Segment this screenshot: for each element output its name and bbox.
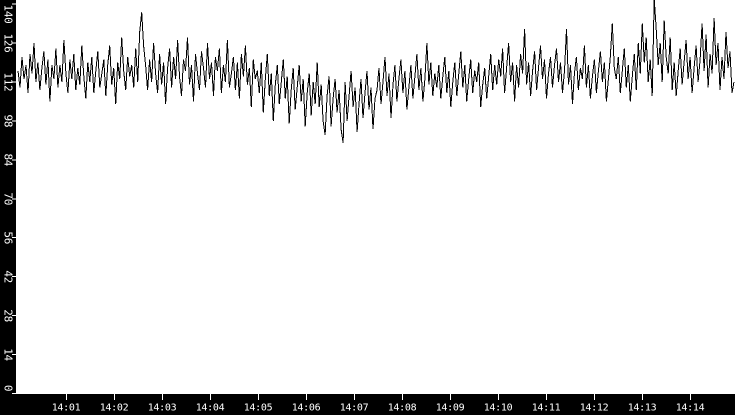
x-tick-label: 14:04 <box>196 403 225 414</box>
x-tick-label: 14:07 <box>340 403 369 414</box>
x-tick-label: 14:14 <box>676 403 705 414</box>
x-tick-label: 14:03 <box>148 403 177 414</box>
y-tick-label: 70 <box>2 192 15 205</box>
y-tick-label: 14 <box>2 348 15 361</box>
y-tick-label: 56 <box>2 231 15 244</box>
y-tick-label: 112 <box>2 72 15 91</box>
x-tick-label: 14:09 <box>436 403 465 414</box>
x-tick-label: 14:11 <box>532 403 561 414</box>
x-tick-label: 14:10 <box>484 403 513 414</box>
x-tick-label: 14:13 <box>628 403 657 414</box>
x-tick-label: 14:01 <box>52 403 81 414</box>
y-tick-label: 98 <box>2 115 15 128</box>
x-tick-label: 14:02 <box>100 403 129 414</box>
x-tick-label: 14:06 <box>292 403 321 414</box>
y-tick-label: 140 <box>2 5 15 24</box>
x-tick-label: 14:12 <box>580 403 609 414</box>
data-series-line <box>17 0 735 144</box>
y-tick-label: 84 <box>2 153 15 166</box>
y-axis-band <box>0 0 17 394</box>
y-tick-label: 126 <box>2 33 15 52</box>
x-axis-band <box>0 393 735 415</box>
y-tick-label: 28 <box>2 309 15 322</box>
x-tick-label: 14:05 <box>244 403 273 414</box>
y-tick-label: 42 <box>2 270 15 283</box>
y-tick-label: 0 <box>2 385 15 391</box>
x-tick-label: 14:08 <box>388 403 417 414</box>
